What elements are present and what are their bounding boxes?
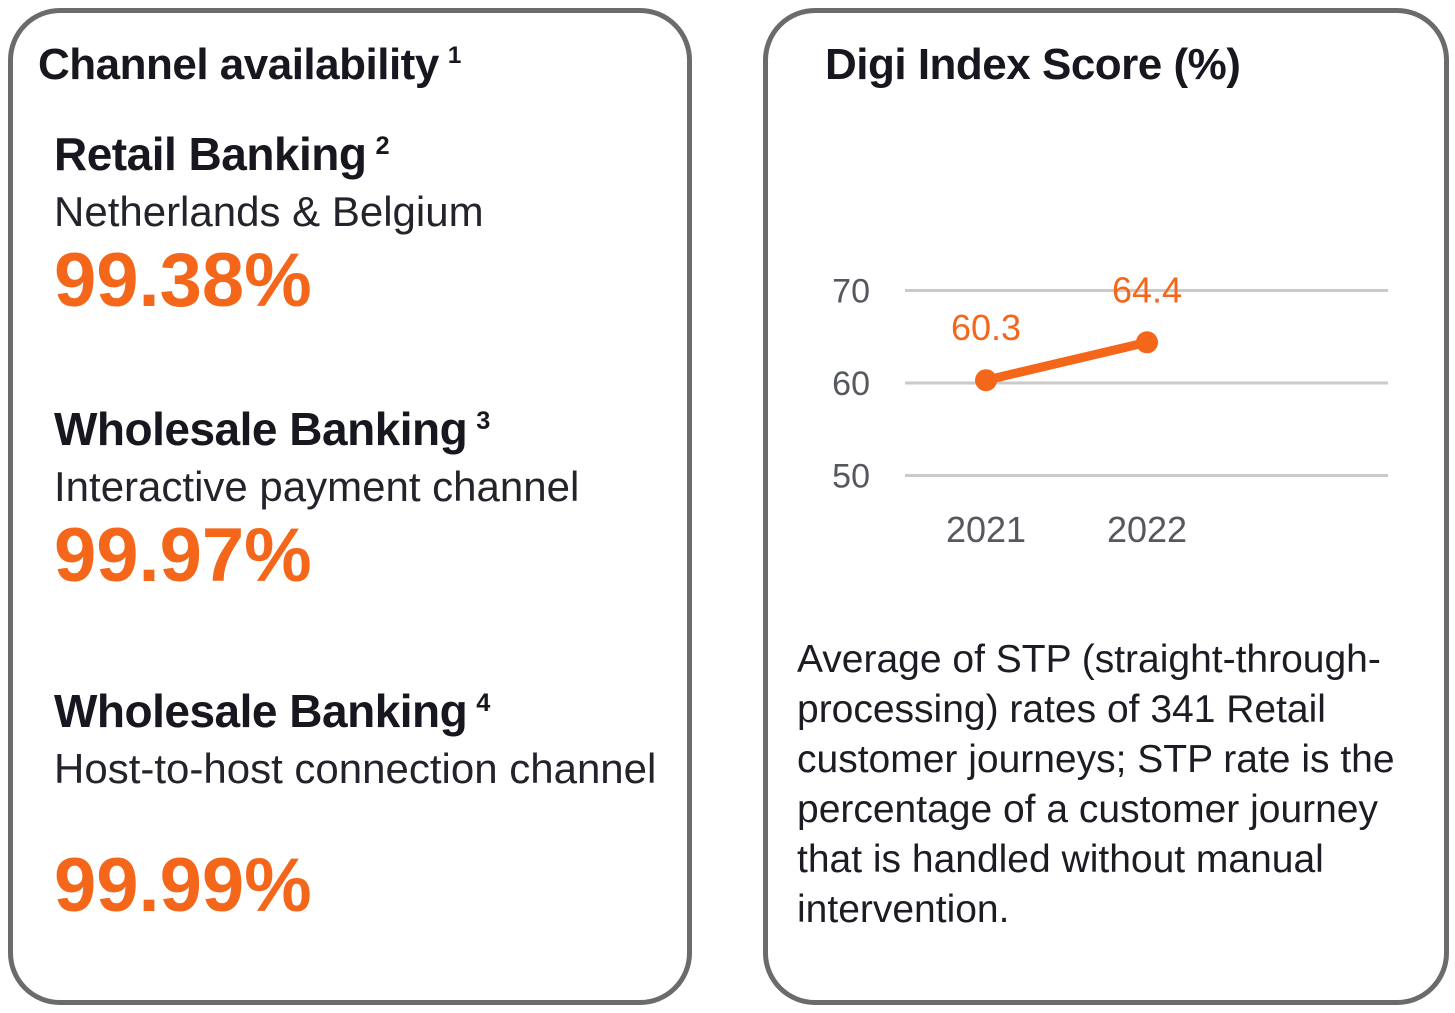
channel-availability-card: Channel availability 1 Retail Banking 2 Ne… xyxy=(8,8,692,1005)
card-title-text: Channel availability xyxy=(38,40,439,89)
metric-value: 99.38% xyxy=(54,238,312,323)
metric-sublabel: Interactive payment channel xyxy=(54,463,580,510)
line-series xyxy=(981,337,1152,385)
title-footnote: 1 xyxy=(447,42,461,70)
metric-footnote: 2 xyxy=(375,131,390,160)
data-point xyxy=(1136,331,1158,354)
data-label: 64.4 xyxy=(1112,269,1182,310)
metric-label-text: Retail Banking xyxy=(54,128,367,180)
digi-index-title: Digi Index Score (%) xyxy=(825,40,1241,89)
metric-label-text: Wholesale Banking xyxy=(54,403,468,455)
chart-description: Average of STP (straight-through-process… xyxy=(797,638,1395,931)
metric-wholesale-banking-interactive: Wholesale Banking 3 Interactive payment c… xyxy=(54,406,579,594)
metric-wholesale-banking-host: Wholesale Banking 4 Host-to-host connecti… xyxy=(54,688,656,924)
metric-sublabel: Host-to-host connection channel xyxy=(54,745,657,792)
metric-footnote: 3 xyxy=(476,406,490,435)
metric-footnote: 4 xyxy=(476,688,490,717)
digi-index-line-chart: 70 60 50 2021 2022 60.3 64.4 xyxy=(832,269,1388,550)
metric-label: Wholesale Banking 4 xyxy=(54,688,656,734)
metric-label: Wholesale Banking 3 xyxy=(54,406,579,452)
x-tick-label: 2022 xyxy=(1107,509,1187,550)
x-tick-label: 2021 xyxy=(946,509,1026,550)
digi-index-card: Digi Index Score (%) 70 60 50 2021 2022 60.3 6… xyxy=(763,8,1449,1005)
metric-label-text: Wholesale Banking xyxy=(54,685,468,737)
data-point xyxy=(975,369,997,392)
metric-value: 99.97% xyxy=(54,513,312,598)
data-label: 60.3 xyxy=(951,307,1021,348)
metric-retail-banking: Retail Banking 2 Netherlands & Belgium 99… xyxy=(54,131,484,319)
y-tick-label: 60 xyxy=(832,365,870,403)
metric-sublabel: Netherlands & Belgium xyxy=(54,188,484,235)
metric-value: 99.99% xyxy=(54,843,312,928)
metric-label: Retail Banking 2 xyxy=(54,131,484,177)
y-tick-label: 70 xyxy=(832,273,870,311)
y-tick-label: 50 xyxy=(832,458,870,496)
channel-availability-title: Channel availability 1 xyxy=(38,43,461,87)
